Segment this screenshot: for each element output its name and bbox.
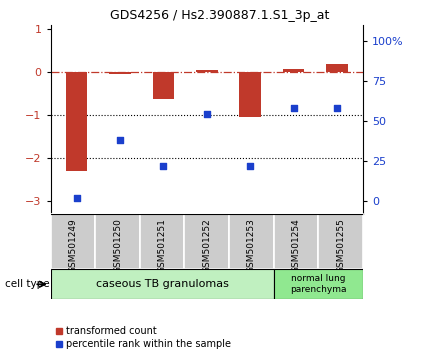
Legend: transformed count, percentile rank within the sample: transformed count, percentile rank withi…: [55, 326, 231, 349]
Text: GSM501252: GSM501252: [202, 218, 211, 273]
Bar: [274, 269, 363, 299]
Bar: [326, 64, 348, 72]
Bar: [109, 72, 131, 74]
Bar: [66, 72, 88, 171]
Bar: [274, 214, 319, 269]
Text: GSM501249: GSM501249: [68, 218, 77, 273]
Point: [334, 105, 341, 111]
Text: cell type: cell type: [5, 279, 50, 289]
Bar: [184, 214, 229, 269]
Bar: [229, 214, 274, 269]
Text: normal lung
parenchyma: normal lung parenchyma: [290, 274, 347, 294]
Bar: [196, 70, 218, 72]
Text: GDS4256 / Hs2.390887.1.S1_3p_at: GDS4256 / Hs2.390887.1.S1_3p_at: [110, 9, 330, 22]
Text: GSM501254: GSM501254: [292, 218, 301, 273]
Point: [73, 195, 80, 201]
Bar: [140, 214, 184, 269]
Bar: [153, 72, 174, 99]
Bar: [239, 72, 261, 117]
Text: GSM501253: GSM501253: [247, 218, 256, 273]
Point: [117, 137, 124, 143]
Bar: [95, 214, 140, 269]
Text: caseous TB granulomas: caseous TB granulomas: [96, 279, 229, 289]
Point: [160, 163, 167, 169]
Bar: [51, 214, 95, 269]
Bar: [283, 69, 304, 72]
Point: [247, 163, 254, 169]
Point: [290, 105, 297, 111]
Bar: [51, 269, 274, 299]
Bar: [319, 214, 363, 269]
Text: GSM501251: GSM501251: [158, 218, 167, 273]
Text: GSM501250: GSM501250: [113, 218, 122, 273]
Point: [203, 112, 210, 117]
Text: GSM501255: GSM501255: [336, 218, 345, 273]
